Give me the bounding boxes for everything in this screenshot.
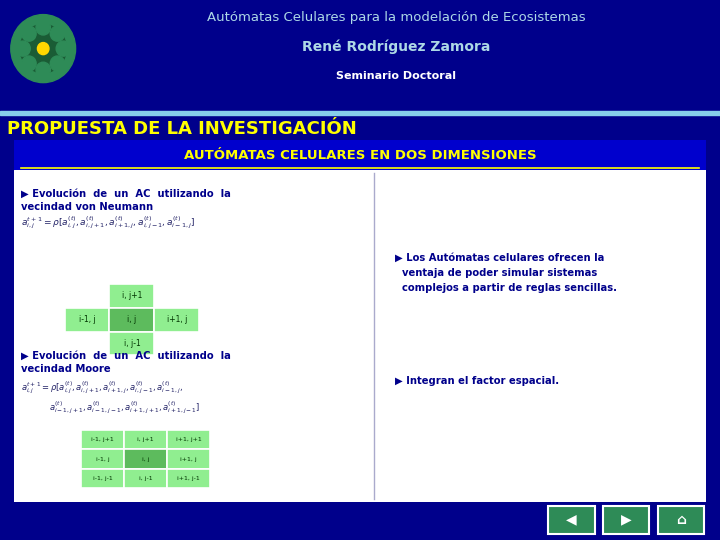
Bar xyxy=(109,284,154,308)
Bar xyxy=(125,469,167,488)
Text: René Rodríguez Zamora: René Rodríguez Zamora xyxy=(302,39,490,54)
Text: ▶: ▶ xyxy=(621,513,631,526)
Bar xyxy=(167,430,210,449)
Text: i-1, j: i-1, j xyxy=(96,456,109,462)
Circle shape xyxy=(50,56,65,71)
Bar xyxy=(65,308,109,332)
Circle shape xyxy=(11,15,76,83)
Text: i+1, j: i+1, j xyxy=(166,315,187,324)
Text: ▶ Evolución  de  un  AC  utilizando  la: ▶ Evolución de un AC utilizando la xyxy=(22,188,231,198)
Text: ▶ Los Autómatas celulares ofrecen la
  ventaja de poder simular sistemas
  compl: ▶ Los Autómatas celulares ofrecen la ven… xyxy=(395,253,616,293)
Text: $a_{i,j}^{t+1} = \rho[a_{i,j}^{(t)}, a_{i,j+1}^{(t)}, a_{i+1,j}^{(t)}, a_{i,j-1}: $a_{i,j}^{t+1} = \rho[a_{i,j}^{(t)}, a_{… xyxy=(22,380,183,396)
Text: vecindad von Neumann: vecindad von Neumann xyxy=(22,201,153,212)
Circle shape xyxy=(20,24,66,73)
Bar xyxy=(125,449,167,469)
Bar xyxy=(167,449,210,469)
Text: i+1, j: i+1, j xyxy=(180,456,197,462)
Text: AUTÓMATAS CELULARES EN DOS DIMENSIONES: AUTÓMATAS CELULARES EN DOS DIMENSIONES xyxy=(184,148,536,162)
Bar xyxy=(81,430,125,449)
Circle shape xyxy=(36,20,50,35)
Bar xyxy=(549,505,595,534)
Bar xyxy=(657,505,704,534)
Text: PROPUESTA DE LA INVESTIGACIÓN: PROPUESTA DE LA INVESTIGACIÓN xyxy=(7,120,357,138)
Text: i-1, j: i-1, j xyxy=(78,315,95,324)
Text: i, j-1: i, j-1 xyxy=(124,339,140,348)
Circle shape xyxy=(37,43,49,55)
Circle shape xyxy=(22,26,36,41)
Text: i, j-1: i, j-1 xyxy=(139,476,153,481)
Text: i, j: i, j xyxy=(127,315,137,324)
Text: i, j+1: i, j+1 xyxy=(138,437,154,442)
Bar xyxy=(81,449,125,469)
Bar xyxy=(109,308,154,332)
Text: i, j+1: i, j+1 xyxy=(122,291,142,300)
Text: i+1, j+1: i+1, j+1 xyxy=(176,437,202,442)
Circle shape xyxy=(50,26,65,41)
Text: vecindad Moore: vecindad Moore xyxy=(22,364,111,374)
Bar xyxy=(109,332,154,355)
Text: i-1, j+1: i-1, j+1 xyxy=(91,437,114,442)
Text: i, j: i, j xyxy=(142,456,150,462)
Circle shape xyxy=(56,41,71,56)
Circle shape xyxy=(22,56,36,71)
Circle shape xyxy=(36,62,50,77)
Bar xyxy=(167,469,210,488)
Text: $a_{i-1,j+1}^{(t)}, a_{i-1,j-1}^{(t)}, a_{i+1,j+1}^{(t)}, a_{i+1,j-1}^{(t)}]$: $a_{i-1,j+1}^{(t)}, a_{i-1,j-1}^{(t)}, a… xyxy=(49,400,200,416)
Text: ▶ Integran el factor espacial.: ▶ Integran el factor espacial. xyxy=(395,376,559,386)
Bar xyxy=(0,111,720,115)
Bar xyxy=(125,430,167,449)
Text: Autómatas Celulares para la modelación de Ecosistemas: Autómatas Celulares para la modelación d… xyxy=(207,11,585,24)
Bar xyxy=(154,308,199,332)
Text: ⌂: ⌂ xyxy=(676,513,685,526)
Text: i-1, j-1: i-1, j-1 xyxy=(93,476,113,481)
Bar xyxy=(603,505,649,534)
Text: ◀: ◀ xyxy=(566,513,577,526)
Text: $a_{i,j}^{t+1} = \rho[a_{i,j}^{(t)}, a_{i,j+1}^{(t)}, a_{i+1,j}^{(t)}, a_{i,j-1}: $a_{i,j}^{t+1} = \rho[a_{i,j}^{(t)}, a_{… xyxy=(22,215,196,231)
Text: i+1, j-1: i+1, j-1 xyxy=(177,476,200,481)
Bar xyxy=(81,469,125,488)
Text: ▶ Evolución  de  un  AC  utilizando  la: ▶ Evolución de un AC utilizando la xyxy=(22,351,231,361)
Text: Seminario Doctoral: Seminario Doctoral xyxy=(336,71,456,81)
Circle shape xyxy=(16,41,30,56)
